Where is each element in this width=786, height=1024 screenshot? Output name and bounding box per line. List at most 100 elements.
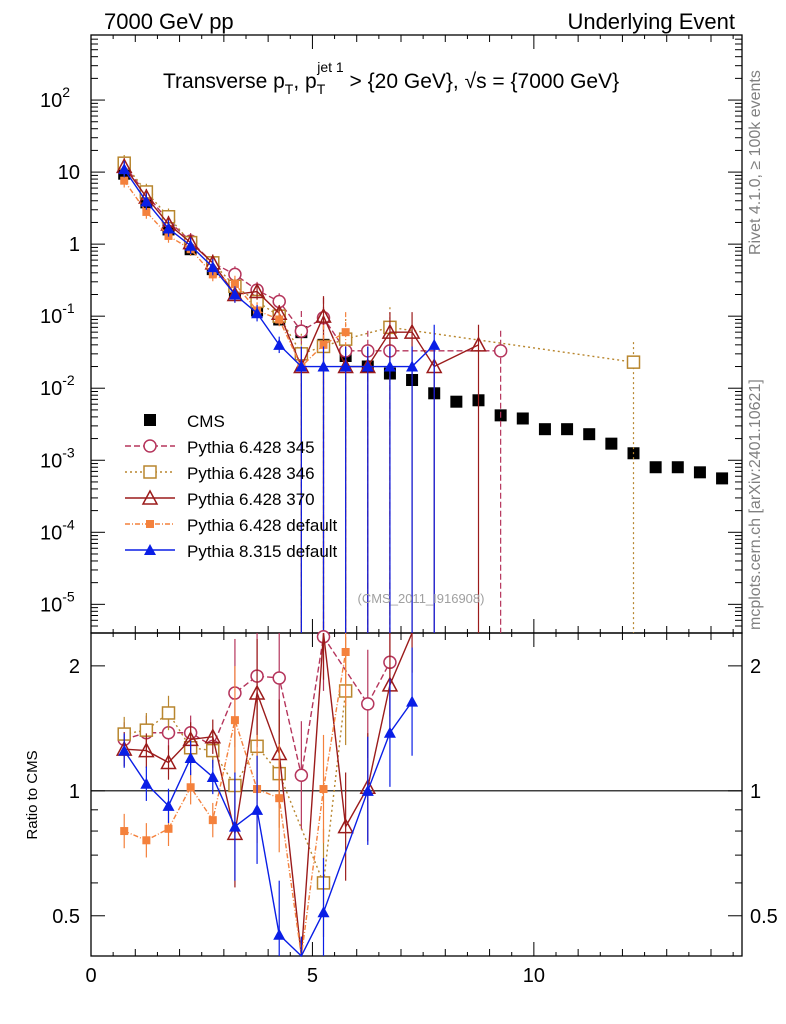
ratio-point [361, 784, 374, 796]
plot-title: Transverse pT, pTjet 1 > {20 GeV}, √s = … [163, 59, 619, 97]
ratio-point [120, 827, 129, 836]
ratio-point [118, 744, 131, 756]
ratio-y-tick-label-left: 0.5 [52, 906, 80, 928]
ratio-point [273, 928, 286, 940]
y-tick-label: 1 [69, 234, 80, 256]
ratio-y-tick-label-left: 2 [69, 656, 80, 678]
y-tick-label: 10-2 [40, 372, 75, 400]
data-point [294, 324, 309, 338]
series-line [123, 164, 501, 352]
series-2 [117, 154, 641, 633]
data-point [671, 461, 684, 474]
rivet-label: Rivet 4.1.0, ≥ 100k events [747, 70, 764, 255]
ratio-point [186, 783, 195, 792]
legend-marker [143, 465, 157, 479]
header-left: 7000 GeV pp [104, 9, 234, 34]
data-point [341, 328, 350, 337]
data-point [315, 307, 332, 323]
y-tick-label: 10-1 [40, 300, 75, 328]
data-point [120, 176, 129, 185]
data-point [319, 340, 328, 349]
data-point [230, 279, 239, 288]
x-tick-label: 10 [523, 965, 545, 987]
ratio-point [248, 684, 266, 700]
ratio-point [161, 706, 176, 720]
legend-marker [144, 414, 156, 426]
ratio-point [208, 816, 217, 825]
ratio-point [230, 716, 239, 725]
data-point [248, 282, 266, 299]
data-point [538, 423, 551, 436]
data-point [493, 344, 508, 358]
data-point [295, 360, 308, 372]
ratio-point [319, 785, 328, 794]
ratio-point [184, 751, 197, 763]
series-4 [120, 172, 350, 633]
series-1 [117, 156, 508, 633]
ratio-line [123, 651, 347, 957]
ratio-frame [90, 632, 743, 957]
ratio-point [383, 726, 396, 738]
data-point [403, 323, 421, 339]
ratio-point [275, 794, 284, 803]
ratio-y-tick-label-right: 0.5 [750, 906, 778, 928]
ratio-point [142, 836, 151, 845]
data-point [649, 461, 662, 474]
data-point [206, 261, 219, 273]
data-point [275, 315, 284, 324]
legend-label: Pythia 6.428 default [187, 516, 338, 535]
data-point [516, 412, 529, 425]
data-point [184, 239, 197, 251]
legend-label: Pythia 6.428 345 [187, 438, 315, 457]
x-tick-label: 5 [307, 965, 318, 987]
data-point [140, 195, 153, 207]
header-right: Underlying Event [567, 9, 735, 34]
data-point [470, 336, 487, 352]
ratio-point [164, 824, 173, 833]
data-point [273, 338, 286, 350]
y-tick-label: 10 [58, 162, 80, 184]
y-tick-label: 10-3 [40, 444, 75, 472]
legend-label: CMS [187, 412, 225, 431]
data-point [716, 472, 729, 485]
legend-label: Pythia 6.428 346 [187, 464, 315, 483]
legend-marker [146, 520, 154, 528]
ratio-point [272, 671, 286, 685]
data-point [317, 360, 330, 372]
y-tick-label: 10-4 [40, 516, 75, 544]
series-5 [118, 160, 441, 633]
legend-marker [141, 489, 159, 505]
ratio-point [361, 697, 375, 711]
data-point [228, 288, 241, 300]
legend-label: Pythia 8.315 default [187, 542, 338, 561]
ratio-point [294, 768, 309, 783]
data-point [118, 163, 131, 175]
analysis-tag: (CMS_2011_I916908) [358, 591, 485, 606]
data-point [626, 355, 641, 369]
ratio-point [337, 818, 354, 834]
y-tick-label: 102 [40, 84, 70, 112]
ratio-y-tick-label-right: 1 [750, 781, 761, 803]
data-point [142, 207, 151, 216]
series-0 [118, 167, 729, 485]
data-point [450, 395, 463, 408]
ratio-y-tick-label-left: 1 [69, 781, 80, 803]
ratio-point [160, 753, 177, 770]
ratio-series-5 [118, 647, 419, 958]
data-point [693, 466, 706, 479]
data-point [162, 222, 175, 234]
ratio-point [140, 777, 153, 789]
ratio-point [206, 770, 219, 782]
data-point [339, 360, 352, 372]
x-tick-label: 0 [85, 965, 96, 987]
ratio-line [124, 690, 347, 884]
ratio-point [406, 695, 419, 707]
series-line [123, 165, 479, 369]
data-point [383, 360, 396, 372]
ratio-point [162, 799, 175, 811]
mcplots-label: mcplots.cern.ch [arXiv:2401.10621] [747, 379, 764, 630]
legend-label: Pythia 6.428 370 [187, 490, 315, 509]
ratio-point [228, 820, 241, 832]
data-point [381, 323, 399, 339]
